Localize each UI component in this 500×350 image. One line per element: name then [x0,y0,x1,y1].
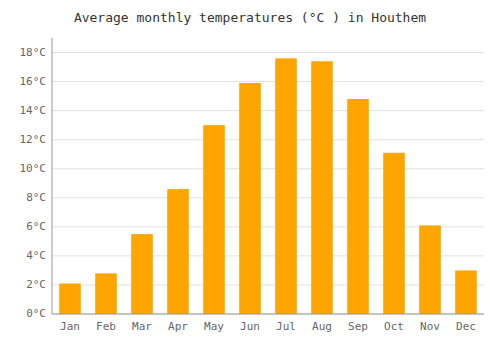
bar [239,83,261,314]
bar [203,125,225,314]
x-tick-label: Jan [60,320,80,333]
grid-line [52,52,484,53]
chart: 0°C 2°C 4°C 6°C 8°C 10°C 12°C 14°C 16°C 18°C Jan Fe… [0,0,500,350]
bar [131,234,153,314]
chart-container: 0°C 2°C 4°C 6°C 8°C 10°C 12°C 14°C 16°C 18°C Jan Fe… [0,0,500,350]
x-tick-label: Apr [168,320,188,333]
y-tick-label: 14°C [20,104,47,117]
y-tick-label: 10°C [20,162,47,175]
y-tick-label: 0°C [26,307,46,320]
grid-line [52,110,484,111]
y-tick-label: 18°C [20,46,47,59]
y-tick-label: 12°C [20,133,47,146]
x-tick-label: Aug [312,320,332,333]
x-tick-label: Sep [348,320,368,333]
x-tick-labels: Jan Feb Mar Apr May Jun Jul Aug Sep Oct Nov Dec [60,320,476,333]
bar [419,225,441,314]
bar [383,153,405,314]
grid-line [52,314,484,315]
x-tick-label: Jul [276,320,296,333]
x-tick-label: Mar [132,320,152,333]
x-tick-label: Nov [420,320,440,333]
bar [59,283,81,314]
bar [347,99,369,314]
x-tick-label: May [204,320,224,333]
title: Average monthly temperatures (°C ) in Ho… [74,10,426,25]
y-tick-label: 16°C [20,75,47,88]
grid-line [52,139,484,140]
y-tick-labels: 0°C 2°C 4°C 6°C 8°C 10°C 12°C 14°C 16°C 18°C [20,46,47,320]
bar [455,270,477,314]
grid-line [52,168,484,169]
y-tick-label: 2°C [26,278,46,291]
x-tick-label: Jun [240,320,260,333]
x-tick-label: Dec [456,320,476,333]
bars [59,58,477,314]
bar [95,273,117,314]
x-tick-label: Oct [384,320,404,333]
x-axis-line [52,314,484,315]
bar [311,61,333,314]
grid [52,53,484,314]
y-tick-label: 8°C [26,191,46,204]
x-tick-label: Feb [96,320,116,333]
grid-line [52,197,484,198]
grid-line [52,81,484,82]
y-axis-line [52,38,53,314]
y-tick-label: 4°C [26,249,46,262]
bar [167,189,189,314]
bar [275,58,297,314]
y-tick-label: 6°C [26,220,46,233]
